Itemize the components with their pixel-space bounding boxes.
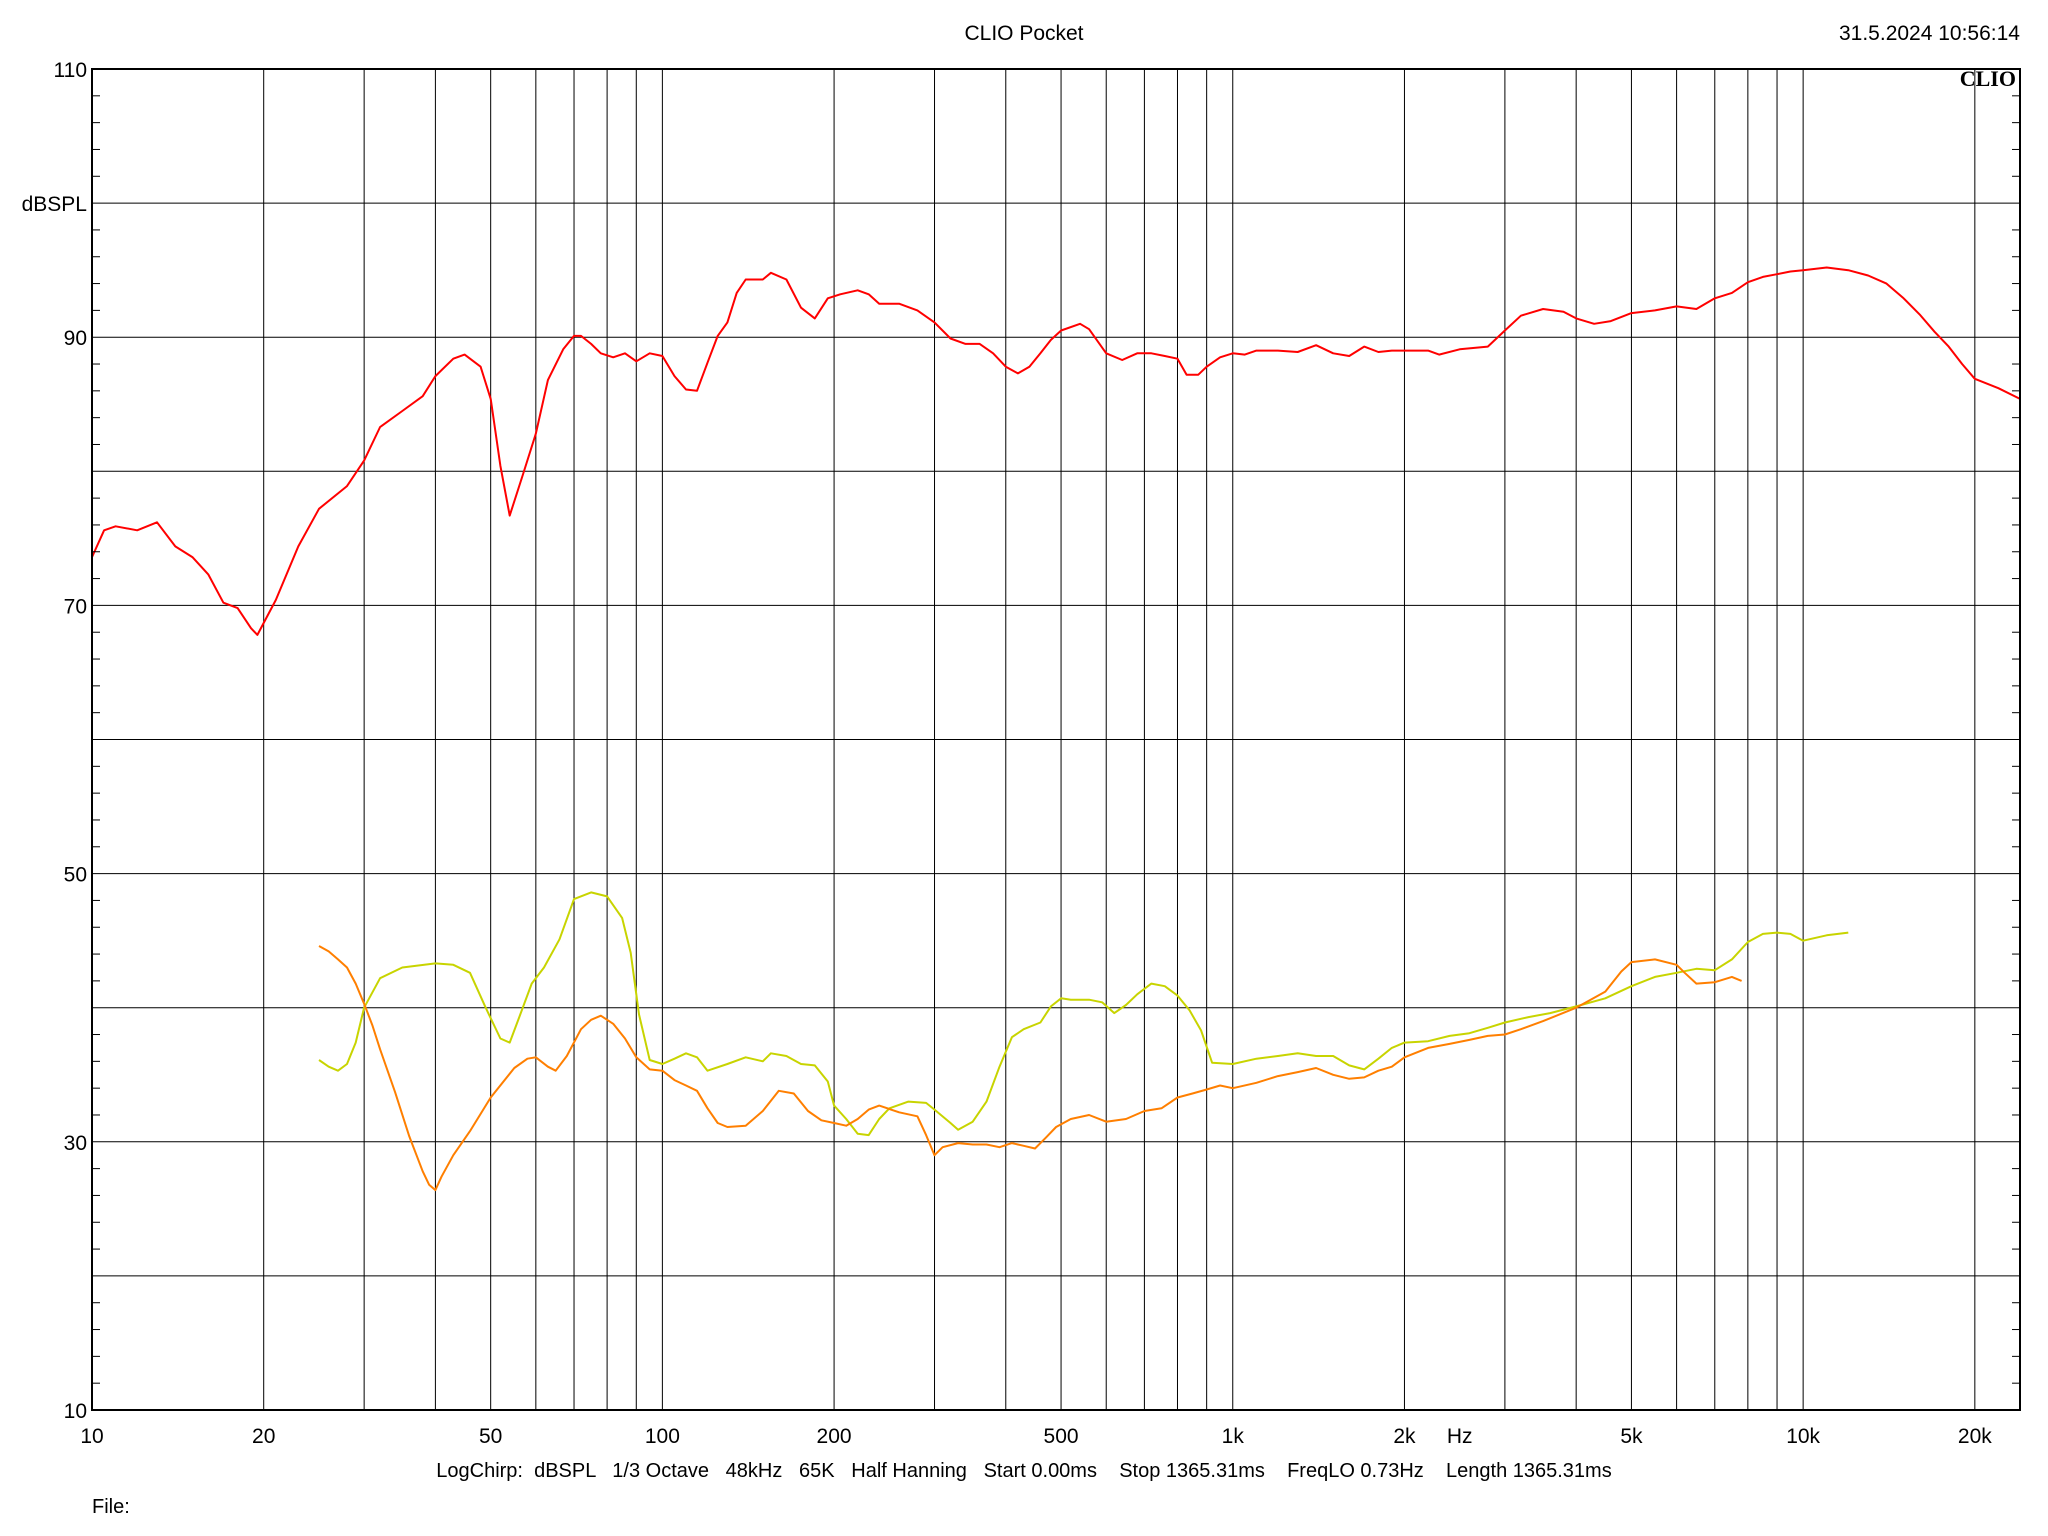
x-tick-label: 200 <box>817 1425 852 1448</box>
y-tick-label: 90 <box>64 327 87 350</box>
measurement-timestamp: 31.5.2024 10:56:14 <box>1838 22 2020 45</box>
x-tick-label: 1k <box>1222 1425 1245 1448</box>
x-tick-label: 10k <box>1786 1425 1820 1448</box>
y-minor-ticks <box>92 95 2020 1384</box>
series-line-3 <box>318 945 1742 1192</box>
x-tick-label: 20k <box>1958 1425 1992 1448</box>
series-line-1 <box>91 266 2021 636</box>
x-tick-label: 5k <box>1620 1425 1643 1448</box>
series-layer <box>91 266 2021 1192</box>
app-title: CLIO Pocket <box>964 22 1084 45</box>
tick-labels: 10 20 50 100 200 500 1k 2k 5k 10k 20k Hz 110 90 70 50 30… <box>22 59 1993 1448</box>
plot-frame <box>91 68 2021 1411</box>
x-tick-label: 2k <box>1393 1425 1416 1448</box>
y-axis-unit: dBSPL <box>22 193 87 216</box>
x-tick-label: 20 <box>252 1425 275 1448</box>
x-tick-label: 50 <box>479 1425 502 1448</box>
y-tick-label: 30 <box>64 1132 87 1155</box>
clio-brand-logo: CLIO <box>1960 66 2016 91</box>
y-tick-label: 70 <box>64 595 87 618</box>
measurement-settings: LogChirp: dBSPL 1/3 Octave 48kHz 65K Hal… <box>436 1460 1612 1482</box>
x-tick-label: 10 <box>80 1425 103 1448</box>
file-label: File: <box>92 1496 130 1518</box>
y-tick-label: 50 <box>64 864 87 887</box>
x-tick-label: 500 <box>1044 1425 1079 1448</box>
y-tick-label: 10 <box>64 1400 87 1423</box>
series-line-2 <box>318 891 1849 1137</box>
y-tick-label: 110 <box>54 59 87 82</box>
x-axis-unit: Hz <box>1447 1425 1473 1448</box>
grid <box>92 69 2020 1410</box>
x-tick-label: 100 <box>645 1425 680 1448</box>
